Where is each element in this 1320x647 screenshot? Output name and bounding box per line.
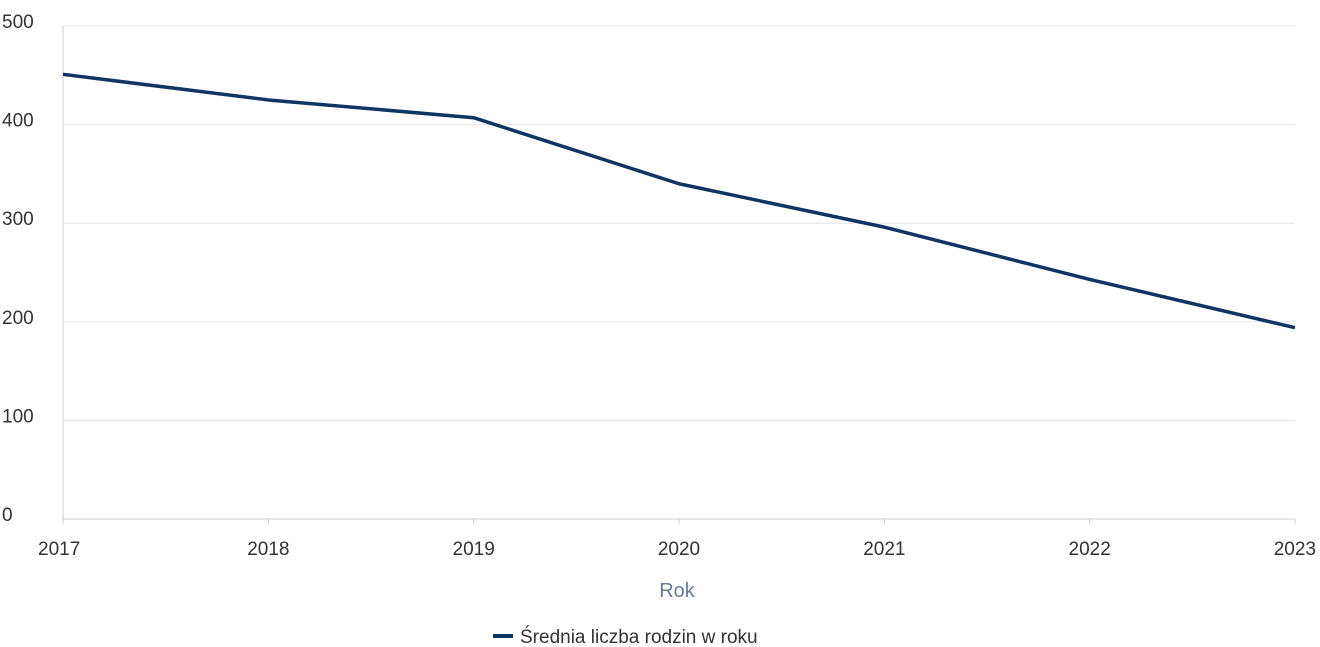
y-tick-label: 400 bbox=[2, 111, 34, 132]
x-tick-label: 2022 bbox=[1069, 539, 1111, 560]
y-tick-label: 200 bbox=[2, 308, 34, 329]
y-tick-label: 300 bbox=[2, 209, 34, 230]
y-tick-label: 100 bbox=[2, 406, 34, 427]
x-tick-label: 2023 bbox=[1274, 539, 1316, 560]
x-tick-label: 2017 bbox=[38, 539, 80, 560]
legend[interactable]: Średnia liczba rodzin w roku bbox=[493, 626, 758, 647]
x-tick-label: 2018 bbox=[247, 539, 289, 560]
y-tick-label: 500 bbox=[2, 12, 34, 33]
x-tick-label: 2021 bbox=[863, 539, 905, 560]
x-tick-label: 2019 bbox=[453, 539, 495, 560]
y-tick-label: 0 bbox=[2, 505, 13, 526]
x-axis-title: Rok bbox=[659, 580, 696, 602]
series-line[interactable] bbox=[62, 72, 1296, 330]
gridlines bbox=[63, 25, 1295, 421]
legend-label: Średnia liczba rodzin w roku bbox=[520, 626, 758, 647]
x-tick-label: 2020 bbox=[658, 539, 700, 560]
series-lines bbox=[62, 72, 1296, 330]
x-axis-tick-labels: 2017 2018 2019 2020 2021 2022 2023 bbox=[38, 539, 1316, 560]
y-axis-tick-labels: 0 100 200 300 400 500 bbox=[2, 12, 34, 526]
axes bbox=[62, 26, 1296, 524]
